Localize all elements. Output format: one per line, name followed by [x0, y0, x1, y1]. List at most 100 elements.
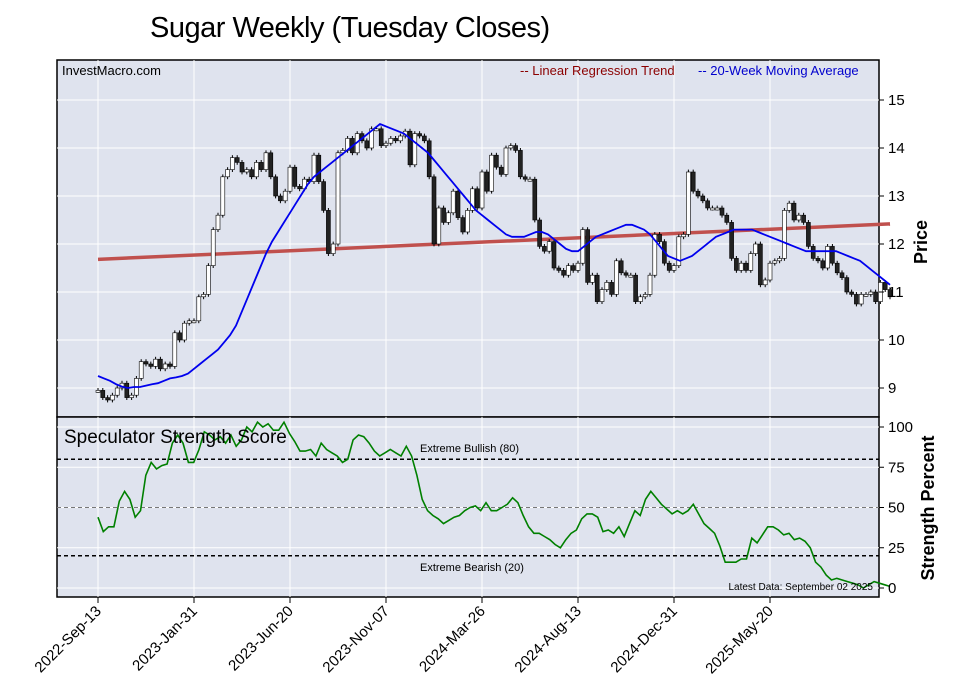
candle — [762, 279, 768, 286]
candle — [796, 214, 802, 221]
strength-polyline — [97, 420, 891, 589]
strength-tick-label: 0 — [888, 580, 896, 597]
strength-line — [97, 420, 891, 589]
candle — [633, 274, 638, 302]
candle — [335, 152, 341, 245]
candle — [537, 219, 542, 247]
candle — [503, 147, 509, 175]
candle — [834, 262, 840, 274]
candle — [556, 267, 562, 271]
candle — [614, 260, 619, 295]
strength-tick-label: 100 — [888, 419, 913, 436]
candle — [364, 140, 370, 149]
candle — [767, 262, 773, 281]
candle — [652, 234, 658, 276]
candle — [321, 181, 326, 211]
candle — [489, 154, 494, 192]
candle — [114, 387, 120, 396]
candle — [215, 214, 221, 230]
strength-tick-label: 25 — [888, 540, 905, 557]
candle — [844, 277, 850, 293]
candle — [182, 322, 187, 341]
candle — [753, 243, 758, 254]
candle — [278, 195, 283, 202]
candle — [623, 272, 629, 276]
price-tick-label: 12 — [888, 236, 905, 253]
x-tick-label: 2025-May-20 — [702, 603, 777, 678]
candle — [124, 382, 130, 398]
candle — [676, 236, 682, 266]
candle — [546, 241, 552, 252]
candle — [810, 246, 816, 259]
candle — [436, 207, 442, 245]
candle — [455, 190, 461, 218]
candle — [734, 258, 739, 271]
regression-segment — [97, 222, 891, 262]
candle — [191, 320, 197, 324]
ma-polyline — [97, 122, 891, 389]
candle — [393, 138, 398, 142]
strength-axis-label: Strength Percent — [918, 435, 938, 580]
candle — [441, 207, 446, 223]
candle — [186, 320, 192, 324]
moving-average-line — [97, 122, 891, 389]
candle — [513, 145, 518, 151]
candle — [450, 190, 456, 214]
candle — [690, 171, 696, 192]
candle — [782, 210, 787, 259]
candle — [858, 294, 864, 305]
strength-axis: 0 25 50 75 100 — [879, 419, 913, 597]
candle — [244, 169, 250, 173]
candle — [105, 397, 110, 401]
candle — [599, 289, 605, 302]
candle — [671, 265, 677, 271]
candle — [407, 130, 413, 166]
candle — [383, 142, 389, 146]
candle — [628, 274, 634, 278]
candle — [412, 133, 418, 166]
candle — [806, 222, 811, 247]
candle — [100, 390, 106, 398]
candle — [527, 178, 533, 182]
candle — [470, 188, 475, 211]
candle — [254, 162, 259, 178]
candle — [484, 171, 490, 192]
candle — [714, 207, 720, 211]
candle — [282, 190, 288, 202]
candle — [647, 274, 653, 295]
candle — [162, 363, 168, 370]
x-tick-label: 2022-Sep-13 — [31, 603, 104, 676]
price-tick-label: 9 — [888, 380, 896, 397]
candle — [153, 358, 158, 367]
candle — [724, 214, 730, 223]
reference-lines — [57, 458, 879, 557]
x-tick-label: 2024-Aug-13 — [511, 603, 584, 676]
candle — [239, 162, 245, 173]
candle — [705, 200, 710, 209]
candle — [95, 390, 101, 393]
candle — [561, 270, 566, 276]
candle — [863, 294, 869, 297]
candle — [426, 140, 432, 178]
candle — [772, 260, 778, 264]
candle — [431, 176, 437, 245]
price-panel — [56, 59, 880, 418]
candle — [143, 361, 149, 365]
candle — [522, 176, 528, 180]
candle — [666, 262, 672, 271]
legend-regression: -- Linear Regression Trend — [520, 63, 675, 78]
price-axis: 9 10 11 12 13 14 15 — [879, 92, 905, 397]
watermark: InvestMacro.com — [62, 63, 161, 78]
price-tick-label: 11 — [888, 284, 904, 301]
candle — [743, 262, 749, 271]
candle — [498, 166, 504, 175]
candle — [551, 241, 557, 269]
candle — [417, 133, 422, 137]
candle — [398, 135, 403, 142]
candle — [258, 162, 264, 170]
candle — [681, 234, 686, 238]
price-tick-label: 14 — [888, 140, 905, 157]
x-tick-label: 2023-Jun-20 — [225, 603, 297, 675]
regression-line — [97, 222, 891, 262]
